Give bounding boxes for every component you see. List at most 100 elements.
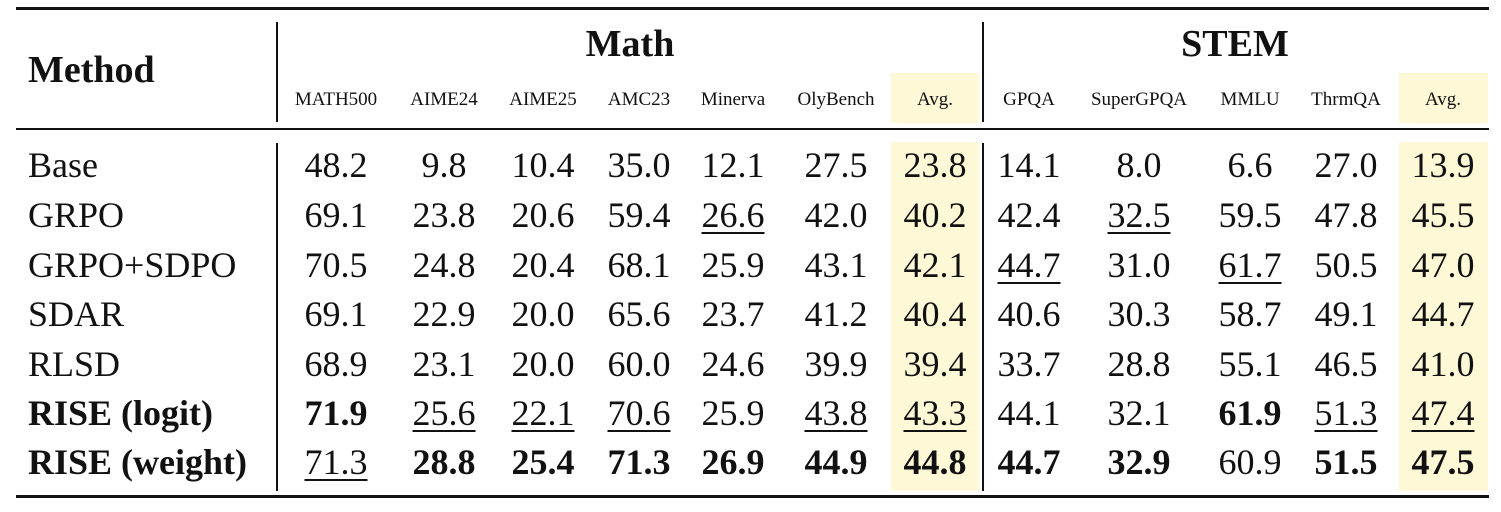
table-cell: 70.6 <box>607 393 671 433</box>
table-cell: 45.5 <box>1411 195 1475 235</box>
group-header-stem: STEM <box>1181 23 1289 65</box>
table-cell: 25.9 <box>701 245 765 285</box>
table-cell: 28.8 <box>1107 344 1171 384</box>
column-header: Avg. <box>916 89 954 110</box>
table-cell: 47.5 <box>1411 442 1475 482</box>
table-cell: 26.6 <box>701 195 765 235</box>
table-cell: 24.8 <box>412 245 476 285</box>
header-rule <box>16 128 1489 130</box>
table-cell: 65.6 <box>607 294 671 334</box>
table-cell: 44.1 <box>997 393 1061 433</box>
table-cell: 58.7 <box>1218 294 1282 334</box>
column-header: Minerva <box>700 89 766 110</box>
table-cell: 43.8 <box>804 393 868 433</box>
column-header: AMC23 <box>607 89 671 110</box>
table-cell: 47.0 <box>1411 245 1475 285</box>
table-cell: 32.1 <box>1107 393 1171 433</box>
table-cell: 49.1 <box>1314 294 1378 334</box>
table-cell: 69.1 <box>304 294 368 334</box>
table-cell: 71.3 <box>304 442 368 482</box>
table-cell: 9.8 <box>421 145 467 185</box>
table-cell: 55.1 <box>1218 344 1282 384</box>
table-cell: 23.1 <box>412 344 476 384</box>
row-method-label: Base <box>28 145 98 185</box>
table-cell: 39.4 <box>903 344 967 384</box>
row-method-label: GRPO <box>28 195 125 235</box>
table-cell: 51.3 <box>1314 393 1378 433</box>
table-cell: 10.4 <box>511 145 575 185</box>
column-header: ThrmQA <box>1311 89 1381 110</box>
header-divider-method <box>276 22 278 122</box>
table-cell: 51.5 <box>1314 442 1378 482</box>
table-cell: 59.4 <box>607 195 671 235</box>
table-cell: 27.0 <box>1314 145 1378 185</box>
table-cell: 42.0 <box>804 195 868 235</box>
top-rule <box>16 7 1489 10</box>
table-cell: 32.5 <box>1107 195 1171 235</box>
table-cell: 22.1 <box>511 393 575 433</box>
table-cell: 40.4 <box>903 294 967 334</box>
table-cell: 44.9 <box>804 442 868 482</box>
stem-avg-header-highlight <box>1399 73 1488 123</box>
table-cell: 48.2 <box>304 145 368 185</box>
table-cell: 68.9 <box>304 344 368 384</box>
table-cell: 20.0 <box>511 344 575 384</box>
table-cell: 27.5 <box>804 145 868 185</box>
table-cell: 28.8 <box>412 442 476 482</box>
column-header: MMLU <box>1220 89 1280 110</box>
row-method-label: RISE (logit) <box>28 393 214 433</box>
table-cell: 71.3 <box>607 442 671 482</box>
table-cell: 42.4 <box>997 195 1061 235</box>
body-divider-group <box>982 143 984 491</box>
table-cell: 42.1 <box>903 245 967 285</box>
table-cell: 44.8 <box>903 442 967 482</box>
math-avg-header-highlight <box>891 73 979 123</box>
table-cell: 39.9 <box>804 344 868 384</box>
table-cell: 32.9 <box>1107 442 1171 482</box>
table-cell: 47.8 <box>1314 195 1378 235</box>
table-cell: 13.9 <box>1411 145 1475 185</box>
table-cell: 71.9 <box>304 393 368 433</box>
table-cell: 26.9 <box>701 442 765 482</box>
table-cell: 31.0 <box>1107 245 1171 285</box>
column-header: OlyBench <box>797 89 875 110</box>
table-cell: 23.8 <box>903 145 967 185</box>
column-header: GPQA <box>1003 89 1055 110</box>
table-cell: 44.7 <box>997 245 1061 285</box>
table-cell: 25.9 <box>701 393 765 433</box>
row-method-label: RISE (weight) <box>28 442 248 482</box>
table-cell: 20.0 <box>511 294 575 334</box>
table-cell: 25.6 <box>412 393 476 433</box>
method-column-header: Method <box>28 49 155 91</box>
table-cell: 60.9 <box>1218 442 1282 482</box>
table-cell: 41.0 <box>1411 344 1475 384</box>
header-divider-group <box>982 22 984 122</box>
table-cell: 47.4 <box>1411 393 1475 433</box>
body-divider-method <box>276 143 278 491</box>
table-cell: 68.1 <box>607 245 671 285</box>
table-cell: 33.7 <box>997 344 1061 384</box>
table-cell: 14.1 <box>997 145 1061 185</box>
math-avg-column-highlight <box>891 142 979 491</box>
table-cell: 44.7 <box>997 442 1061 482</box>
table-cell: 8.0 <box>1116 145 1162 185</box>
group-header-math: Math <box>585 23 675 65</box>
table-cell: 50.5 <box>1314 245 1378 285</box>
column-header: Avg. <box>1424 89 1462 110</box>
table-cell: 43.1 <box>804 245 868 285</box>
table-cell: 30.3 <box>1107 294 1171 334</box>
table-cell: 35.0 <box>607 145 671 185</box>
table-cell: 23.8 <box>412 195 476 235</box>
table-cell: 59.5 <box>1218 195 1282 235</box>
table-cell: 40.6 <box>997 294 1061 334</box>
row-method-label: RLSD <box>28 344 121 384</box>
table-cell: 20.6 <box>511 195 575 235</box>
table-cell: 20.4 <box>511 245 575 285</box>
table-cell: 6.6 <box>1227 145 1273 185</box>
stem-avg-column-highlight <box>1399 142 1488 491</box>
column-header: AIME24 <box>410 89 478 110</box>
bottom-rule <box>16 495 1489 498</box>
table-cell: 40.2 <box>903 195 967 235</box>
row-method-label: GRPO+SDPO <box>28 245 237 285</box>
table-cell: 12.1 <box>701 145 765 185</box>
